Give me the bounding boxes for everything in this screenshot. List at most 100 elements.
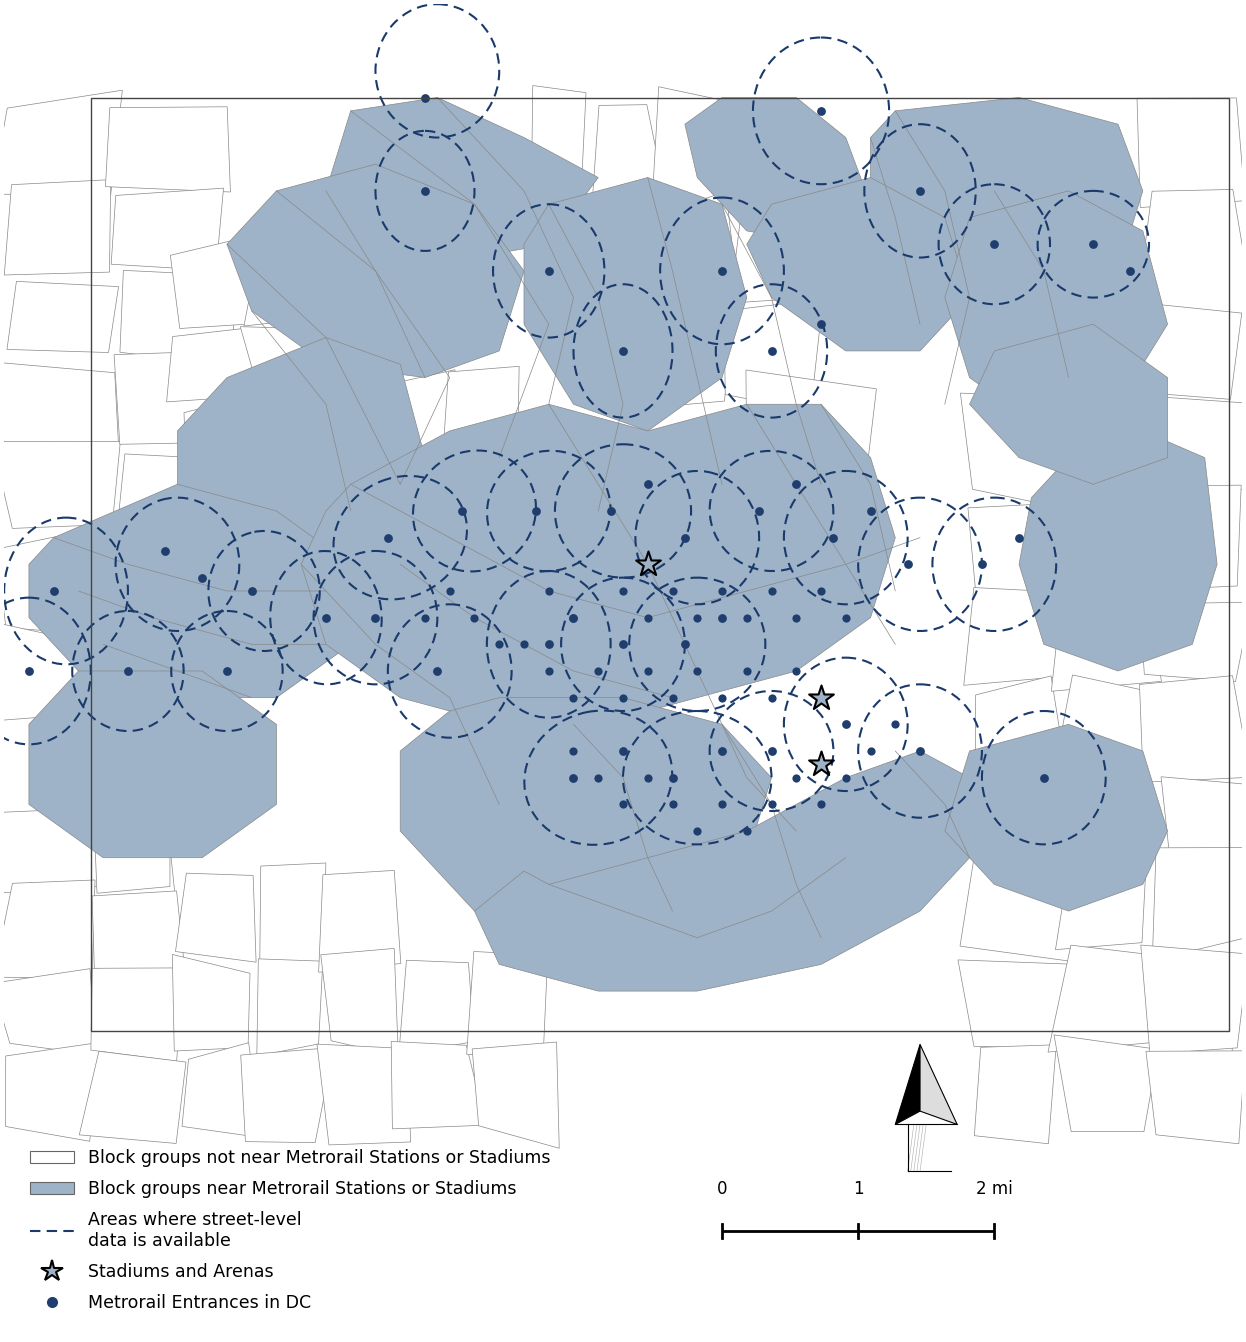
- Polygon shape: [106, 107, 231, 192]
- Point: [192, 566, 212, 588]
- Point: [761, 741, 781, 762]
- Polygon shape: [117, 454, 238, 549]
- Polygon shape: [260, 863, 325, 969]
- Point: [711, 687, 731, 709]
- Polygon shape: [944, 725, 1168, 911]
- Point: [736, 607, 756, 628]
- Point: [563, 687, 583, 709]
- Polygon shape: [184, 395, 262, 493]
- Point: [786, 607, 806, 628]
- Polygon shape: [172, 954, 250, 1051]
- Point: [910, 180, 930, 201]
- Polygon shape: [944, 191, 1168, 431]
- Point: [761, 687, 781, 709]
- Polygon shape: [240, 326, 318, 405]
- Text: 1: 1: [852, 1180, 863, 1198]
- Polygon shape: [227, 164, 525, 377]
- Point: [613, 687, 633, 709]
- Point: [836, 768, 856, 789]
- Polygon shape: [1052, 597, 1161, 691]
- Point: [886, 714, 906, 735]
- Polygon shape: [0, 442, 121, 529]
- Point: [761, 340, 781, 361]
- Point: [118, 660, 138, 682]
- Polygon shape: [1161, 777, 1246, 884]
- Point: [688, 607, 708, 628]
- Polygon shape: [111, 188, 223, 271]
- Polygon shape: [29, 484, 350, 698]
- Polygon shape: [167, 327, 255, 401]
- Point: [538, 660, 558, 682]
- Point: [526, 501, 546, 522]
- Point: [711, 741, 731, 762]
- Polygon shape: [259, 396, 329, 497]
- Point: [761, 793, 781, 815]
- Point: [786, 474, 806, 495]
- Polygon shape: [472, 1041, 559, 1149]
- Point: [378, 527, 397, 549]
- Point: [663, 793, 683, 815]
- Polygon shape: [120, 270, 239, 365]
- Point: [613, 793, 633, 815]
- Point: [538, 633, 558, 655]
- Polygon shape: [685, 98, 871, 244]
- Point: [736, 660, 756, 682]
- Point: [688, 660, 708, 682]
- Polygon shape: [1141, 396, 1246, 490]
- Polygon shape: [0, 529, 101, 635]
- Point: [638, 607, 658, 628]
- Point: [19, 660, 39, 682]
- Point: [613, 633, 633, 655]
- Polygon shape: [0, 714, 102, 821]
- Polygon shape: [639, 298, 734, 408]
- Point: [736, 820, 756, 841]
- Polygon shape: [958, 960, 1070, 1049]
- Polygon shape: [730, 201, 817, 303]
- Polygon shape: [963, 588, 1067, 686]
- Point: [613, 741, 633, 762]
- Polygon shape: [1048, 945, 1161, 1052]
- Point: [1009, 527, 1029, 549]
- Point: [465, 607, 485, 628]
- Polygon shape: [399, 961, 475, 1055]
- Polygon shape: [11, 813, 93, 922]
- Polygon shape: [364, 369, 456, 494]
- Point: [711, 580, 731, 601]
- Polygon shape: [1050, 675, 1161, 790]
- Polygon shape: [592, 105, 665, 208]
- Legend: Block groups not near Metrorail Stations or Stadiums, Block groups near Metrorai: Block groups not near Metrorail Stations…: [12, 1131, 567, 1329]
- Polygon shape: [976, 676, 1068, 790]
- Polygon shape: [1140, 676, 1246, 782]
- Polygon shape: [475, 752, 969, 992]
- Point: [824, 527, 844, 549]
- Polygon shape: [1141, 945, 1246, 1053]
- Polygon shape: [531, 86, 586, 208]
- Polygon shape: [171, 234, 260, 329]
- Point: [836, 607, 856, 628]
- Polygon shape: [959, 849, 1072, 961]
- Polygon shape: [1138, 98, 1245, 208]
- Point: [972, 553, 992, 574]
- Point: [538, 260, 558, 282]
- Point: [415, 607, 435, 628]
- Point: [910, 741, 930, 762]
- Point: [1034, 768, 1054, 789]
- Point: [688, 820, 708, 841]
- Polygon shape: [746, 370, 876, 486]
- Point: [613, 340, 633, 361]
- Point: [811, 793, 831, 815]
- Point: [440, 580, 460, 601]
- Point: [638, 660, 658, 682]
- Polygon shape: [0, 624, 90, 731]
- Point: [155, 541, 174, 562]
- Point: [711, 607, 731, 628]
- Point: [563, 607, 583, 628]
- Point: [613, 580, 633, 601]
- Point: [984, 234, 1004, 255]
- Polygon shape: [969, 325, 1168, 484]
- Polygon shape: [525, 177, 746, 431]
- Polygon shape: [746, 177, 969, 350]
- Polygon shape: [652, 87, 730, 212]
- Point: [638, 474, 658, 495]
- Polygon shape: [1055, 847, 1148, 950]
